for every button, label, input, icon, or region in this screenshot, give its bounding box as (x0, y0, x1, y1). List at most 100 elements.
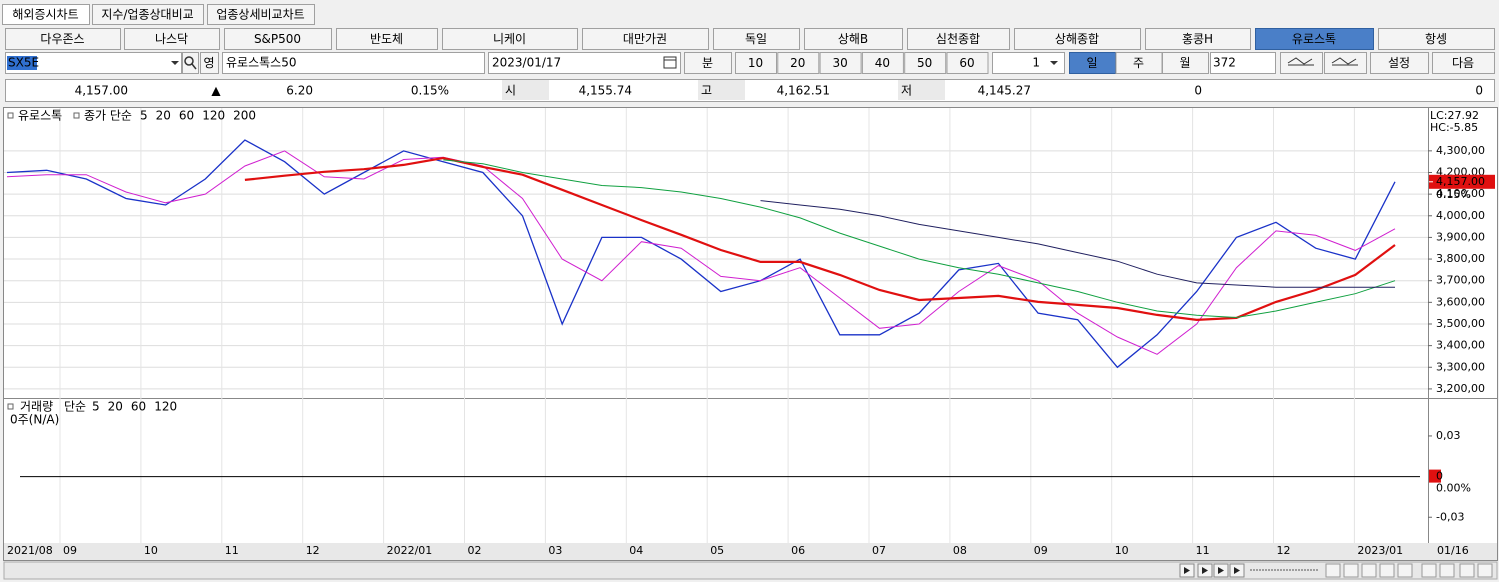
last-volume-label: 0 (1436, 470, 1443, 483)
minute-button[interactable] (684, 52, 732, 74)
market-button[interactable] (907, 28, 1010, 50)
minute-option[interactable] (904, 52, 947, 74)
button-label: 독일 (745, 32, 767, 46)
tool-button[interactable] (1439, 563, 1455, 578)
tool-button[interactable] (1379, 563, 1395, 578)
market-button[interactable] (1014, 28, 1141, 50)
minute-option[interactable] (861, 52, 904, 74)
market-button[interactable] (442, 28, 578, 50)
code-highlight (7, 56, 37, 70)
x-tick-label: 06 (791, 544, 805, 557)
tool-button[interactable] (1421, 563, 1437, 578)
legend-entry: 60 (131, 400, 146, 414)
series-line (443, 159, 1396, 319)
tool-button[interactable] (1477, 563, 1493, 578)
tab[interactable] (92, 4, 204, 25)
market-button[interactable] (1378, 28, 1495, 50)
unit-input[interactable] (992, 52, 1065, 74)
count-input[interactable] (1210, 52, 1276, 74)
legend-marker (7, 403, 14, 410)
last-price-label: 4,157.00 (1436, 175, 1485, 188)
code-text: SX5E (8, 56, 39, 70)
legend-entry: 200 (233, 109, 256, 123)
active-tab[interactable] (2, 4, 90, 25)
next-button[interactable] (1432, 52, 1495, 74)
series-line (760, 200, 1395, 288)
last-change-label: 0.15% (1436, 188, 1471, 201)
quote-low: 4,145.27 (978, 84, 1031, 98)
tool-button[interactable] (1343, 563, 1359, 578)
lang-button[interactable] (200, 52, 219, 74)
series-line (6, 139, 1396, 369)
volume-title: 거래량 (20, 400, 53, 414)
x-tick-label: 02 (468, 544, 482, 557)
settings-button[interactable] (1370, 52, 1429, 74)
quote-label-box (898, 80, 945, 100)
last-price-box (1429, 174, 1495, 189)
tool-button[interactable] (1361, 563, 1377, 578)
series-line (6, 150, 1396, 355)
scroll-bar (3, 561, 1498, 580)
button-label: 20 (790, 56, 805, 70)
button-label: 대만가권 (623, 32, 667, 46)
market-button[interactable] (713, 28, 800, 50)
button-label: 유로스톡 (1292, 32, 1336, 46)
period-button[interactable] (1162, 52, 1209, 74)
market-button[interactable] (804, 28, 903, 50)
quote-high: 4,162.51 (777, 84, 830, 98)
x-tick-label: 09 (63, 544, 77, 557)
search-icon (184, 56, 194, 66)
minute-option[interactable] (946, 52, 989, 74)
button-label: 영 (203, 56, 214, 70)
tool-button[interactable] (1324, 52, 1367, 74)
y-tick-label: 3,900,00 (1436, 230, 1485, 243)
minute-option[interactable] (735, 52, 777, 74)
last-volume-box (1429, 469, 1441, 483)
quote-label: 저 (901, 84, 912, 98)
legend-entry: 5 (140, 109, 148, 123)
y-tick-label: 3,200,00 (1436, 382, 1485, 395)
quote-label-box (502, 80, 549, 100)
button-label: 다음 (1452, 56, 1474, 70)
tool-button[interactable] (1325, 563, 1341, 578)
quote-volume: 0 (1194, 84, 1202, 98)
x-tick-label: 10 (1115, 544, 1129, 557)
x-tick-label: 2022/01 (387, 544, 433, 557)
y-tick-label: -0,03 (1436, 510, 1464, 523)
y-tick-label: 3,800,00 (1436, 252, 1485, 265)
ma-label: 종가 단순 (84, 109, 132, 123)
tool-button[interactable] (1280, 52, 1323, 74)
tool-button[interactable] (1459, 563, 1475, 578)
date-input[interactable] (488, 52, 681, 74)
market-button[interactable] (1145, 28, 1251, 50)
button-label: 월 (1179, 56, 1190, 70)
x-tick-label: 05 (710, 544, 724, 557)
code-input[interactable] (5, 52, 182, 74)
market-button[interactable] (582, 28, 709, 50)
name-text: 유로스톡스50 (226, 56, 296, 70)
legend-marker (7, 112, 14, 119)
tool-button[interactable] (1397, 563, 1413, 578)
button-label: 50 (917, 56, 932, 70)
button-label: 니케이 (493, 32, 526, 46)
tab[interactable] (207, 4, 315, 25)
quote-change: 6.20 (286, 84, 313, 98)
market-button[interactable] (224, 28, 332, 50)
minute-option[interactable] (819, 52, 862, 74)
button-label: 10 (748, 56, 763, 70)
x-end-label: 01/16 (1437, 544, 1469, 557)
minute-option[interactable] (777, 52, 820, 74)
quote-label: 시 (505, 84, 516, 98)
market-button[interactable] (5, 28, 121, 50)
x-tick-label: 2023/01 (1357, 544, 1403, 557)
y-tick-label: 4,300,00 (1436, 144, 1485, 157)
market-button[interactable] (336, 28, 438, 50)
button-label: 심천종합 (936, 31, 980, 46)
market-button[interactable] (124, 28, 220, 50)
button-label: 설정 (1388, 56, 1410, 70)
hc-label: HC:-5.85 (1430, 121, 1478, 134)
x-tick-label: 12 (1277, 544, 1291, 557)
button-label: 나스닥 (155, 32, 188, 46)
market-button[interactable] (1255, 28, 1374, 50)
